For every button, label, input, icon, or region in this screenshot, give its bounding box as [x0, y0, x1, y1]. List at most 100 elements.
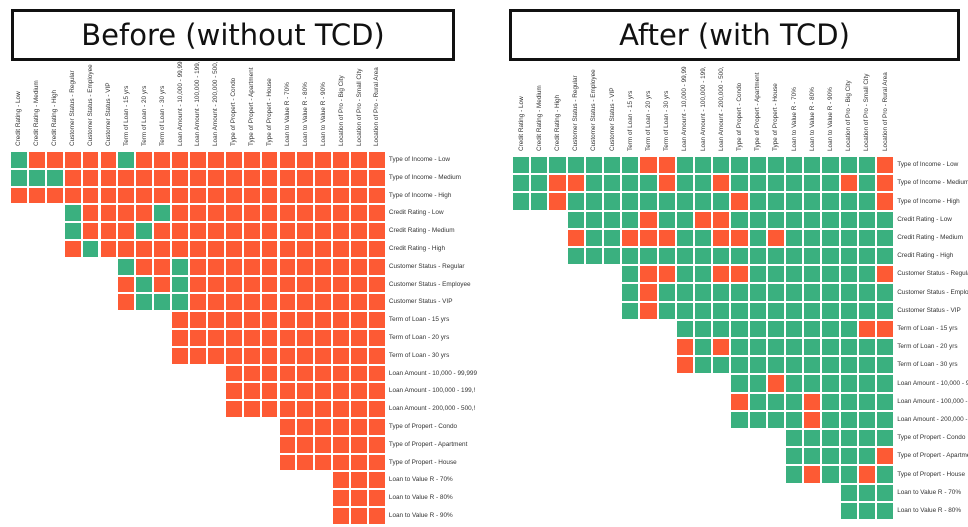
row-label: Term of Loan - 15 yrs [388, 316, 450, 324]
matrix-cell [27, 186, 46, 205]
matrix-cell [368, 489, 386, 507]
matrix-cell [99, 222, 118, 240]
row-label: Type of Propert - Apartment [388, 440, 468, 448]
matrix-cell [857, 392, 876, 411]
matrix-cell [135, 204, 154, 223]
matrix-cell [839, 174, 858, 193]
matrix-cell [621, 247, 640, 266]
matrix-cell [189, 329, 207, 347]
matrix-cell [766, 265, 785, 284]
matrix-cell [876, 392, 895, 411]
matrix-cell [730, 356, 749, 375]
matrix-cell [242, 346, 261, 365]
matrix-cell [278, 275, 297, 294]
matrix-cell [135, 240, 154, 258]
matrix-cell [839, 392, 858, 411]
matrix-cell [153, 293, 172, 312]
matrix-cell [748, 228, 767, 247]
matrix-cell [730, 338, 749, 357]
matrix-cell [332, 507, 351, 525]
matrix-cell [876, 319, 895, 338]
matrix-cell [99, 204, 118, 223]
matrix-cell [10, 186, 28, 205]
matrix-cell [566, 247, 585, 266]
matrix-cell [296, 453, 315, 472]
column-label: Type of Propert - Condo [230, 77, 238, 146]
matrix-cell [314, 257, 333, 276]
matrix-cell [766, 392, 785, 411]
matrix-cell [785, 447, 804, 466]
matrix-cell [857, 338, 876, 357]
matrix-cell [368, 151, 386, 169]
matrix-cell [117, 293, 136, 312]
matrix-cell [350, 364, 368, 383]
matrix-cell [278, 293, 297, 312]
matrix-cell [350, 435, 368, 454]
row-label: Type of Income - High [897, 197, 960, 205]
matrix-cell [657, 210, 676, 229]
matrix-cell [242, 240, 261, 258]
column-label: Term of Loan - 20 yrs [645, 90, 652, 151]
matrix-cell [766, 247, 785, 266]
row-label: Credit Rating - Medium [388, 227, 455, 235]
matrix-cell [135, 186, 154, 205]
matrix-cell [857, 356, 876, 375]
matrix-cell [603, 210, 622, 229]
matrix-cell [368, 453, 386, 472]
row-label: Loan Amount - 100,000 - 199,! [388, 387, 476, 395]
matrix-cell [821, 156, 840, 175]
matrix-cell [81, 151, 100, 169]
matrix-cell [368, 204, 386, 223]
matrix-cell [839, 483, 858, 502]
matrix-cell [803, 374, 822, 393]
matrix-cell [332, 329, 351, 347]
matrix-cell [766, 210, 785, 229]
matrix-cell [189, 293, 207, 312]
matrix-cell [368, 257, 386, 276]
matrix-cell [785, 319, 804, 338]
row-label: Type of Income - Low [388, 155, 450, 163]
matrix-cell [296, 400, 315, 418]
matrix-cell [242, 293, 261, 312]
matrix-cell [512, 156, 531, 175]
matrix-cell [694, 319, 713, 338]
matrix-cell [368, 471, 386, 490]
matrix-cell [296, 293, 315, 312]
matrix-cell [748, 210, 767, 229]
matrix-cell [332, 222, 351, 240]
row-label: Credit Rating - Low [388, 209, 444, 217]
matrix-cell [368, 222, 386, 240]
matrix-cell [785, 192, 804, 211]
matrix-cell [314, 222, 333, 240]
matrix-cell [350, 418, 368, 436]
matrix-cell [766, 410, 785, 429]
matrix-cell [189, 346, 207, 365]
matrix-cell [876, 265, 895, 284]
matrix-cell [748, 283, 767, 302]
matrix-cell [296, 168, 315, 187]
matrix-cell [296, 186, 315, 205]
column-label: Loan to Value R - 80% [301, 82, 309, 146]
matrix-cell [712, 174, 731, 193]
matrix-cell [260, 204, 279, 223]
matrix-cell [63, 240, 82, 258]
matrix-cell [639, 283, 658, 302]
matrix-cell [117, 275, 136, 294]
before-title: Before (without TCD) [11, 9, 455, 61]
matrix-cell [278, 168, 297, 187]
matrix-cell [242, 311, 261, 329]
matrix-cell [876, 210, 895, 229]
matrix-cell [314, 346, 333, 365]
matrix-cell [548, 156, 567, 175]
matrix-cell [99, 186, 118, 205]
matrix-cell [242, 168, 261, 187]
matrix-cell [242, 329, 261, 347]
matrix-cell [260, 257, 279, 276]
matrix-cell [135, 168, 154, 187]
matrix-cell [694, 247, 713, 266]
matrix-cell [694, 192, 713, 211]
matrix-cell [296, 382, 315, 401]
matrix-cell [296, 204, 315, 223]
matrix-cell [748, 392, 767, 411]
matrix-cell [278, 204, 297, 223]
